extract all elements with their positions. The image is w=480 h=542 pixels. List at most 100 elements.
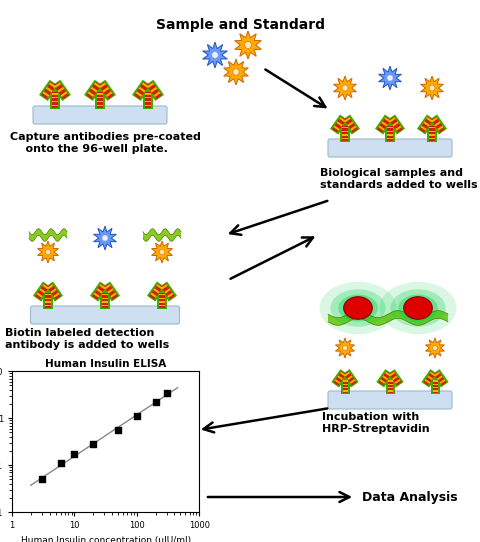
- Bar: [344, 117, 358, 133]
- Bar: [434, 371, 446, 385]
- Bar: [45, 301, 51, 303]
- Bar: [45, 281, 63, 301]
- Bar: [387, 127, 393, 128]
- Bar: [420, 126, 427, 131]
- Bar: [145, 105, 151, 106]
- Bar: [395, 379, 400, 384]
- Bar: [86, 82, 101, 99]
- Bar: [387, 380, 393, 382]
- Bar: [96, 80, 116, 101]
- Bar: [52, 80, 71, 101]
- Bar: [60, 92, 67, 97]
- Bar: [161, 283, 175, 300]
- Polygon shape: [203, 42, 228, 68]
- Bar: [340, 379, 349, 394]
- Bar: [52, 105, 58, 106]
- Bar: [384, 117, 391, 122]
- Bar: [429, 134, 435, 136]
- Bar: [35, 283, 49, 300]
- Bar: [99, 82, 114, 99]
- Bar: [134, 82, 149, 99]
- Bar: [110, 293, 117, 298]
- Point: [133, 412, 141, 421]
- Bar: [108, 288, 114, 294]
- Bar: [54, 82, 69, 99]
- Bar: [159, 301, 165, 303]
- Point: [89, 440, 97, 449]
- X-axis label: Human Insulin concentration (μIU/ml): Human Insulin concentration (μIU/ml): [21, 536, 191, 542]
- Bar: [45, 293, 51, 308]
- Bar: [94, 82, 101, 88]
- Bar: [39, 80, 59, 101]
- Bar: [139, 87, 145, 93]
- Ellipse shape: [338, 294, 378, 321]
- Bar: [376, 369, 393, 388]
- Bar: [54, 82, 61, 88]
- Bar: [159, 293, 165, 308]
- Text: Incubation with
HRP-Streptavidin: Incubation with HRP-Streptavidin: [322, 412, 430, 434]
- Bar: [423, 371, 436, 385]
- Text: Biological samples and
standards added to wells: Biological samples and standards added t…: [320, 168, 478, 190]
- Bar: [104, 283, 118, 300]
- Bar: [100, 293, 110, 309]
- Bar: [350, 126, 357, 131]
- Bar: [437, 126, 444, 131]
- Bar: [33, 281, 51, 301]
- Bar: [145, 92, 151, 108]
- Bar: [383, 376, 388, 380]
- Circle shape: [429, 85, 435, 91]
- Circle shape: [45, 249, 51, 255]
- Bar: [344, 371, 357, 385]
- Polygon shape: [425, 338, 444, 358]
- Bar: [47, 283, 61, 300]
- Bar: [84, 80, 103, 101]
- Bar: [434, 372, 440, 376]
- Bar: [429, 131, 435, 132]
- Circle shape: [244, 42, 252, 48]
- Bar: [347, 376, 353, 380]
- Bar: [387, 369, 404, 388]
- Bar: [41, 82, 56, 99]
- Bar: [36, 293, 43, 298]
- Polygon shape: [235, 31, 261, 59]
- Bar: [434, 121, 441, 126]
- Bar: [427, 125, 437, 142]
- Bar: [342, 127, 348, 128]
- Bar: [102, 294, 108, 295]
- Bar: [50, 92, 60, 109]
- Bar: [385, 379, 395, 394]
- Circle shape: [233, 69, 239, 75]
- Bar: [429, 127, 435, 128]
- Bar: [389, 117, 403, 133]
- Bar: [385, 125, 395, 142]
- Bar: [145, 101, 151, 102]
- Bar: [340, 125, 350, 142]
- Bar: [348, 121, 354, 126]
- Bar: [425, 379, 430, 384]
- Bar: [437, 376, 443, 380]
- Bar: [99, 82, 106, 88]
- Bar: [53, 293, 60, 298]
- Bar: [97, 105, 103, 106]
- Ellipse shape: [404, 297, 432, 319]
- Bar: [151, 293, 156, 298]
- Bar: [48, 284, 54, 289]
- Bar: [159, 294, 165, 295]
- Ellipse shape: [331, 289, 385, 327]
- Bar: [432, 380, 437, 393]
- Bar: [102, 293, 108, 308]
- Bar: [154, 288, 160, 294]
- Bar: [168, 293, 173, 298]
- Bar: [431, 379, 440, 394]
- Bar: [342, 138, 348, 139]
- Circle shape: [432, 346, 437, 351]
- Bar: [102, 305, 108, 306]
- Bar: [343, 380, 348, 393]
- Bar: [379, 126, 384, 131]
- Bar: [431, 117, 445, 133]
- Bar: [423, 121, 430, 126]
- Bar: [39, 288, 46, 294]
- Bar: [432, 390, 437, 391]
- Bar: [432, 384, 437, 385]
- Bar: [379, 371, 391, 385]
